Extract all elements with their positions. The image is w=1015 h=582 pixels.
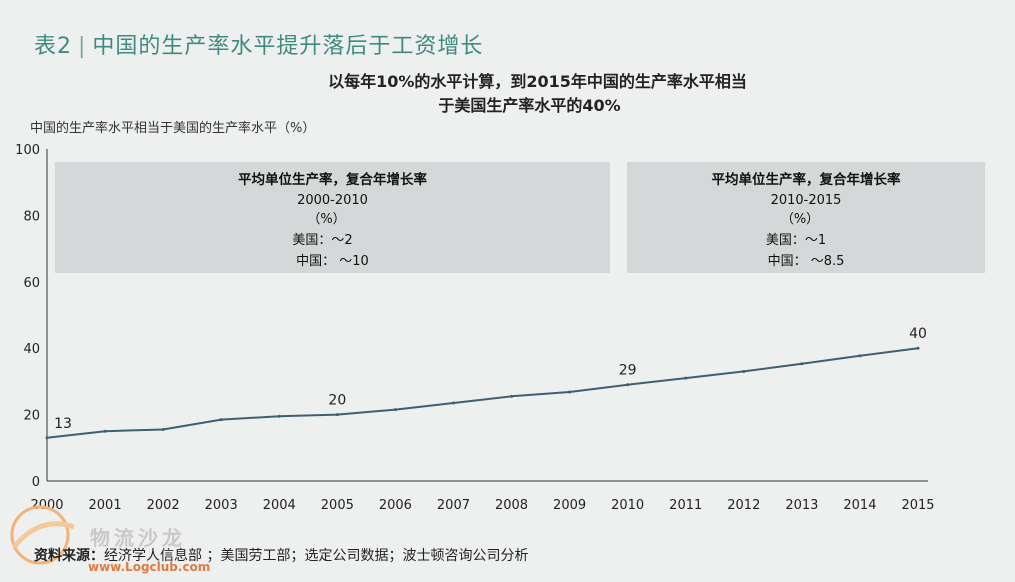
y-tick-label: 100 [15,143,40,158]
x-tick-label: 2008 [495,498,528,513]
data-point [161,428,165,432]
data-label: 13 [54,416,72,432]
x-tick-label: 2015 [901,498,934,513]
annotation-1-unit: （%） [307,212,345,227]
x-tick-label: 2000 [30,498,63,513]
x-tick-label: 2006 [379,498,412,513]
annotation-1-us: 美国：～2 [292,233,352,248]
data-label: 20 [328,393,346,409]
y-tick-label: 80 [23,209,40,224]
source-text: 经济学人信息部 ；美国劳工部；选定公司数据；波士顿咨询公司分析 [104,548,529,564]
annotation-2-unit: （%） [781,212,819,227]
x-tick-label: 2007 [437,498,470,513]
data-point [335,413,339,417]
data-label: 40 [909,326,927,342]
data-point [800,362,804,366]
figure-number: 表2 [34,34,72,59]
annotation-1-cn: 中国： ～10 [296,254,369,269]
y-tick-label: 0 [32,475,40,490]
y-axis-label: 中国的生产率水平相当于美国的生产率水平（%） [30,121,316,136]
x-tick-label: 2011 [669,498,702,513]
y-tick-label: 60 [23,276,40,291]
data-point [277,414,281,418]
x-tick-label: 2014 [843,498,876,513]
watermark-logo [4,505,84,569]
annotation-1-title: 平均单位生产率，复合年增长率 [238,171,427,188]
data-point [568,390,572,394]
productivity-line [46,347,919,439]
x-tick-label: 2003 [205,498,238,513]
chart-subtitle-line1: 以每年10%的水平计算，到2015年中国的生产率水平相当 [328,72,747,91]
x-tick-label: 2009 [553,498,586,513]
annotation-2-cn: 中国： ～8.5 [768,254,845,269]
x-tick-label: 2005 [321,498,354,513]
title-separator: | [78,34,87,59]
x-tick-label: 2002 [147,498,180,513]
annotation-2-us: 美国：～1 [766,233,826,248]
watermark-text: 物流沙龙 [90,526,186,550]
data-point [916,346,920,350]
data-point [742,369,746,373]
annotation-2-period: 2010-2015 [771,193,842,208]
data-point [626,383,630,387]
annotation-2-title: 平均单位生产率，复合年增长率 [712,171,901,188]
annotation-1-period: 2000-2010 [297,193,368,208]
y-tick-label: 20 [23,409,40,424]
figure-title-text: 中国的生产率水平提升落后于工资增长 [92,34,484,59]
figure-title: 表2 | 中国的生产率水平提升落后于工资增长 [34,28,483,60]
data-label: 29 [619,363,637,379]
x-tick-label: 2001 [89,498,122,513]
annotation-box-1 [55,162,610,273]
watermark-url: www.Logclub.com [88,560,211,574]
annotation-box-2 [627,162,985,273]
data-point [451,401,455,405]
x-tick-label: 2004 [263,498,296,513]
data-point [858,354,862,358]
data-point [684,376,688,380]
x-tick-label: 2013 [785,498,818,513]
chart-subtitle-line2: 于美国生产率水平的40% [438,96,621,115]
source-note: 资料来源：经济学人信息部 ；美国劳工部；选定公司数据；波士顿咨询公司分析 [34,545,528,565]
x-tick-label: 2010 [611,498,644,513]
data-point [103,429,107,433]
data-point [510,394,514,398]
y-tick-label: 40 [23,342,40,357]
source-label: 资料来源： [34,548,104,564]
x-tick-label: 2012 [727,498,760,513]
data-point [393,408,397,412]
data-point [219,418,223,422]
data-point [45,436,49,440]
